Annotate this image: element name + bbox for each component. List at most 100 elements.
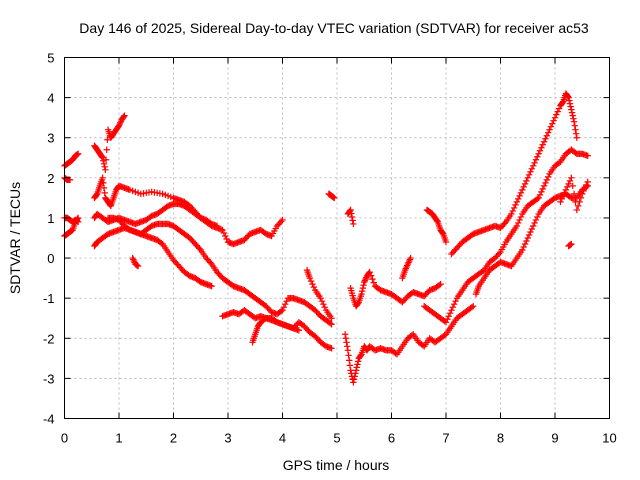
- data-point: [401, 266, 409, 274]
- data-point: [452, 297, 459, 305]
- data-point: [403, 262, 411, 269]
- data-point: [342, 335, 350, 342]
- data-point: [93, 191, 100, 199]
- data-point: [357, 352, 365, 359]
- data-point: [348, 210, 355, 217]
- data-point: [539, 141, 546, 148]
- data-point: [349, 217, 356, 224]
- data-point: [516, 192, 523, 200]
- data-point: [515, 195, 522, 203]
- data-point: [517, 213, 525, 221]
- y-tick-label: -1: [43, 291, 55, 306]
- data-point: [557, 198, 564, 206]
- x-tick-label: 8: [497, 431, 504, 446]
- data-point: [528, 165, 536, 173]
- data-point: [534, 213, 541, 221]
- data-point: [576, 198, 583, 206]
- data-point: [519, 246, 526, 254]
- x-tick-label: 2: [170, 431, 177, 446]
- data-point: [361, 277, 369, 284]
- x-tick-label: 0: [61, 431, 68, 446]
- y-tick-label: 0: [47, 251, 54, 266]
- data-point: [570, 190, 578, 198]
- data-point: [359, 287, 366, 295]
- data-point: [572, 130, 580, 137]
- data-point: [442, 319, 450, 326]
- data-point: [360, 281, 367, 289]
- data-point: [521, 240, 529, 248]
- x-axis-label: GPS time / hours: [283, 457, 390, 473]
- data-point: [543, 176, 551, 184]
- data-point: [569, 182, 576, 190]
- data-point: [566, 100, 574, 107]
- data-point: [580, 187, 587, 195]
- data-point: [402, 265, 410, 272]
- data-point: [101, 163, 108, 171]
- data-point: [535, 194, 542, 202]
- data-point: [534, 153, 541, 160]
- data-point: [351, 373, 358, 380]
- data-point: [468, 303, 476, 311]
- data-point: [561, 189, 568, 197]
- data-point: [403, 263, 410, 271]
- data-point: [536, 147, 544, 154]
- data-point: [555, 105, 563, 112]
- data-point: [99, 154, 106, 161]
- data-point: [519, 186, 526, 194]
- data-point: [102, 166, 109, 174]
- data-point: [470, 302, 477, 310]
- data-point: [583, 181, 590, 189]
- data-point: [74, 150, 82, 157]
- data-point: [512, 201, 519, 209]
- data-point: [567, 103, 574, 110]
- data-point: [220, 229, 228, 237]
- data-point: [569, 112, 576, 119]
- data-point: [100, 160, 108, 167]
- data-point: [508, 210, 515, 218]
- data-point: [318, 297, 326, 305]
- data-point: [559, 192, 567, 200]
- data-point: [530, 162, 537, 169]
- data-point: [525, 171, 533, 179]
- data-point: [130, 257, 138, 265]
- data-point: [568, 109, 576, 116]
- data-point: [531, 219, 538, 227]
- data-point: [568, 240, 575, 248]
- data-point: [520, 183, 527, 191]
- data-point: [565, 180, 572, 188]
- data-point: [564, 93, 572, 100]
- data-point: [282, 300, 289, 308]
- data-point: [433, 217, 441, 225]
- data-point: [134, 262, 142, 270]
- data-point: [564, 183, 571, 191]
- data-points: [61, 90, 591, 386]
- data-point: [406, 256, 414, 263]
- x-tick-label: 6: [388, 431, 395, 446]
- data-point: [208, 282, 215, 290]
- data-point: [527, 228, 534, 236]
- data-point: [584, 178, 591, 186]
- x-tick-label: 3: [224, 431, 231, 446]
- data-point: [520, 243, 527, 251]
- data-point: [544, 173, 552, 181]
- data-point: [542, 135, 549, 142]
- data-point: [104, 136, 111, 143]
- x-tick-label: 10: [602, 431, 616, 446]
- data-point: [449, 303, 457, 311]
- data-point: [549, 120, 556, 127]
- data-point: [579, 190, 586, 198]
- data-point: [310, 283, 318, 291]
- x-tick-label: 4: [279, 431, 286, 446]
- data-point: [406, 257, 413, 265]
- y-tick-label: -3: [43, 371, 55, 386]
- y-tick-label: 4: [47, 91, 54, 106]
- data-point: [562, 186, 570, 194]
- data-point: [566, 97, 573, 104]
- data-point: [554, 108, 561, 115]
- axis-ticks: 0 1 2 3 4 5 6 7 8 9 10 -4 -3 -2 -1 0 1 2 3 4 5: [43, 51, 617, 446]
- data-point: [213, 222, 221, 230]
- data-point: [543, 132, 551, 139]
- data-point: [525, 231, 533, 239]
- data-point: [568, 174, 575, 182]
- x-tick-label: 1: [115, 431, 122, 446]
